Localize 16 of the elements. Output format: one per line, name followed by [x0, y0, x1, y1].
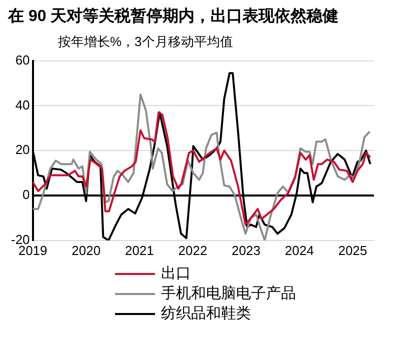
chart-subtitle: 按年增长%，3个月移动平均值 [57, 33, 234, 50]
legend-label: 出口 [161, 264, 191, 284]
x-tick-label: 2024 [284, 242, 314, 258]
y-tick-label: 20 [15, 142, 30, 158]
legend-label: 纺织品和鞋类 [161, 304, 251, 324]
chart-title: 在 90 天对等关税暂停期内，出口表现依然稳健 [6, 6, 340, 27]
y-tick-label: -20 [10, 232, 30, 247]
x-tick-label: 2020 [72, 242, 101, 258]
y-tick-label: 0 [22, 187, 30, 202]
x-tick-label: 2023 [232, 242, 261, 258]
y-tick-label: 40 [15, 97, 30, 112]
x-tick-label: 2021 [124, 242, 154, 258]
y-tick-label: 60 [15, 52, 30, 68]
x-tick-label: 2022 [178, 242, 208, 258]
x-tick-label: 2025 [338, 242, 368, 258]
legend-label: 手机和电脑电子产品 [161, 284, 296, 304]
